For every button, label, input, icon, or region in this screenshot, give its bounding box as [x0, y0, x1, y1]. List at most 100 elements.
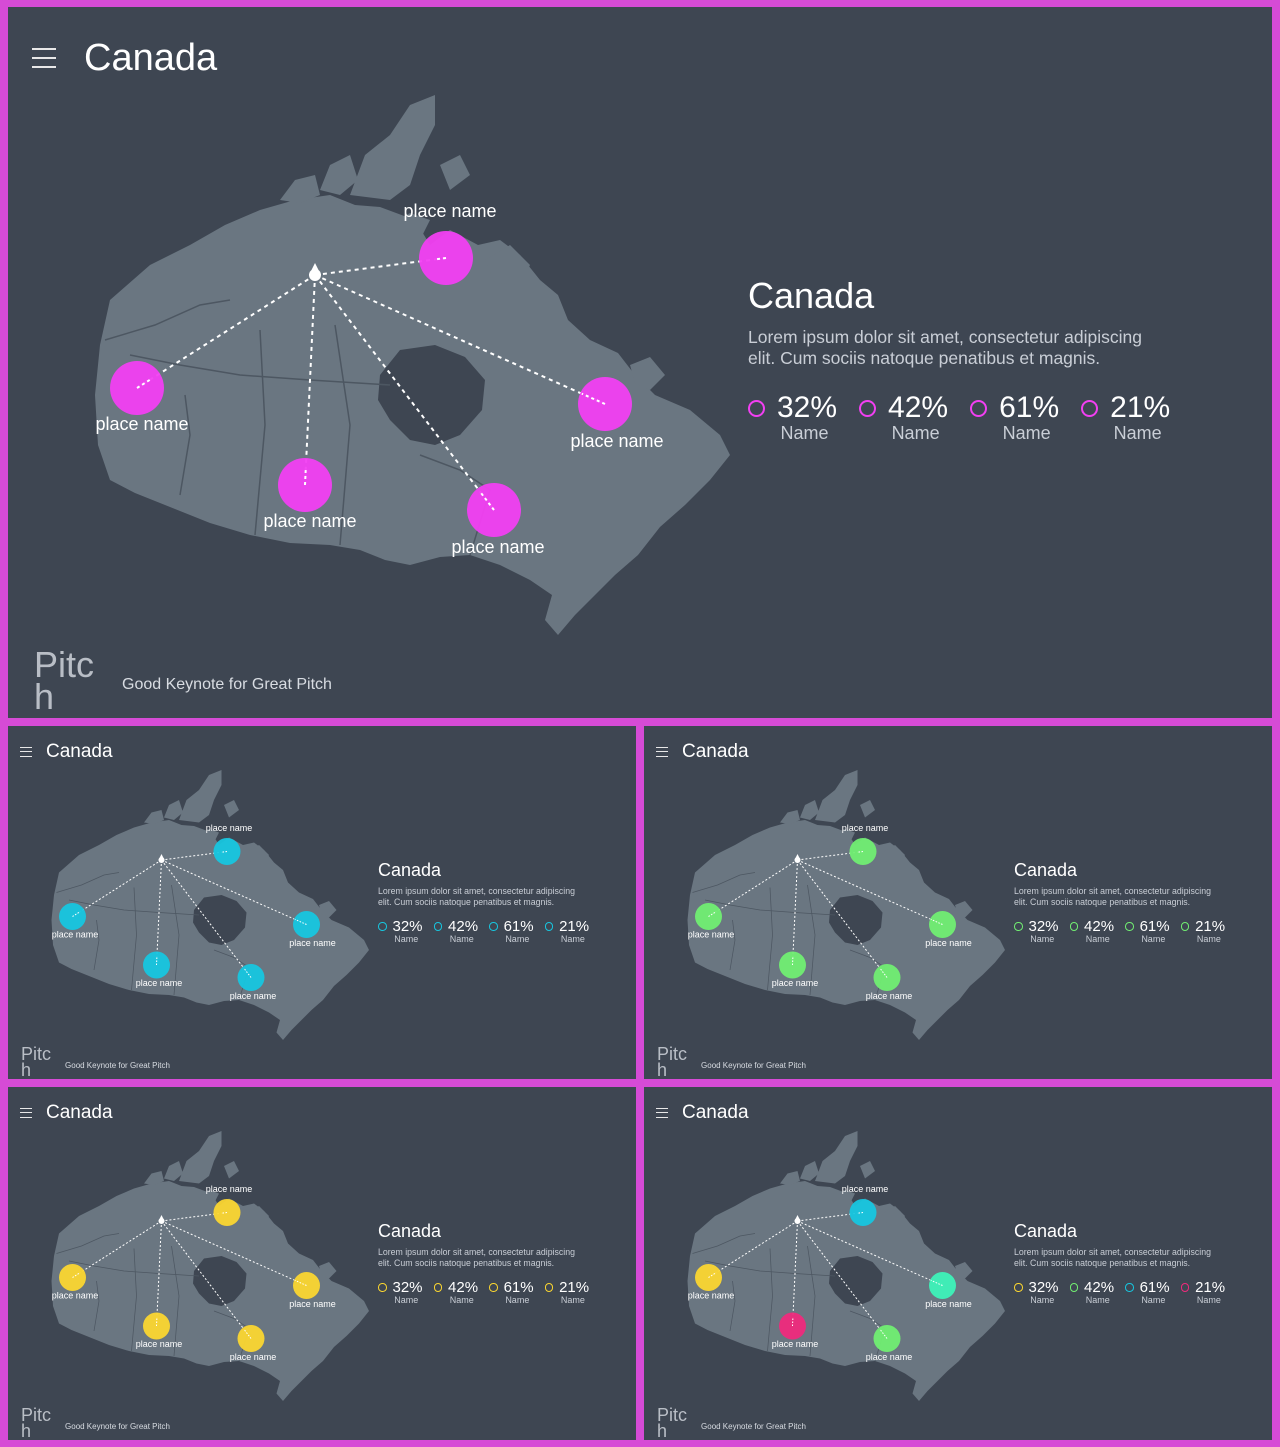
stat-value-row: 61%	[1125, 1279, 1170, 1296]
arctic-island	[860, 1161, 875, 1179]
province-border	[56, 872, 120, 893]
arctic-island	[815, 770, 858, 823]
stat-item: 32% Name	[748, 391, 837, 444]
slide-footer: Pitc h Good Keynote for Great Pitch	[21, 1045, 170, 1079]
arctic-island	[224, 800, 239, 818]
place-label: place name	[772, 1339, 819, 1349]
connector-line-inner	[72, 1272, 80, 1278]
stat-name: Name	[1002, 423, 1051, 443]
place-label: place name	[52, 1291, 99, 1301]
stat-value-row: 61%	[970, 391, 1059, 425]
stat-ring-icon	[544, 922, 554, 931]
place-label: place name	[263, 511, 356, 531]
info-description-line-1: Lorem ipsum dolor sit amet, consectetur …	[748, 327, 1142, 347]
connector-line-inner	[879, 1328, 888, 1339]
info-panel: Canada Lorem ipsum dolor sit amet, consec…	[1014, 860, 1225, 944]
slide-title: Canada	[46, 740, 113, 762]
slide-3: Canada place name place name place name plac…	[644, 726, 1272, 1079]
hub-pin-tip	[309, 263, 321, 275]
arctic-island	[485, 245, 530, 285]
canada-map: place name place name place name place name…	[95, 95, 730, 635]
stat-name: Name	[394, 934, 419, 944]
stats-row: 32% Name 42% Name 61% Name 21% Name	[1014, 1279, 1225, 1305]
stat-value-row: 42%	[1069, 1279, 1114, 1296]
connector-line	[797, 859, 943, 925]
tagline: Good Keynote for Great Pitch	[65, 1060, 170, 1070]
brand-line-1: Pitc	[21, 1405, 52, 1425]
place-label: place name	[925, 1299, 972, 1309]
place-label: place name	[866, 1352, 913, 1362]
stats-row: 32% Name 42% Name 61% Name 21% Name	[748, 391, 1170, 444]
connector-line	[72, 859, 162, 917]
connector-line-inner	[294, 918, 307, 925]
connector-line-inner	[879, 967, 888, 978]
slide-1: Canada place name place name place name plac…	[8, 7, 1272, 718]
arctic-island	[199, 1190, 219, 1206]
stat-ring-icon	[378, 1283, 387, 1292]
province-border	[254, 329, 266, 536]
place-label: place name	[289, 1299, 336, 1309]
stat-value: 32%	[392, 918, 423, 935]
brand-line-2: h	[657, 1420, 668, 1440]
arctic-island	[320, 155, 358, 195]
stat-value-row: 32%	[1014, 918, 1059, 935]
menu-icon[interactable]	[20, 746, 32, 757]
arctic-island	[440, 155, 470, 190]
hub-pin-tip	[794, 854, 801, 860]
hub-pin-tip	[158, 1215, 165, 1221]
stat-ring-icon	[1125, 1283, 1134, 1292]
info-description-line-2: elit. Cum sociis natoque penatibus et ma…	[378, 896, 555, 907]
place-label: place name	[842, 1184, 889, 1194]
menu-icon[interactable]	[656, 1107, 668, 1118]
place-label: place name	[403, 201, 496, 221]
place-label: place name	[230, 991, 277, 1001]
menu-icon[interactable]	[32, 47, 56, 69]
connector-line	[156, 1220, 162, 1327]
stat-name: Name	[449, 1295, 474, 1305]
brand-logo: Pitc h	[21, 1405, 52, 1440]
menu-icon[interactable]	[20, 1107, 32, 1118]
stat-value: 61%	[503, 918, 534, 935]
stat-ring-icon	[489, 1283, 498, 1292]
connector-line	[161, 1212, 228, 1222]
stat-value: 61%	[1139, 918, 1170, 935]
stat-name: Name	[505, 934, 530, 944]
stat-value-row: 21%	[544, 918, 589, 935]
stat-value: 21%	[1195, 918, 1226, 935]
connector-line	[161, 851, 228, 861]
info-title: Canada	[1014, 860, 1078, 880]
brand-logo: Pitc h	[657, 1406, 687, 1440]
connector-line-inner	[857, 1212, 864, 1214]
stat-value-row: 61%	[1125, 918, 1170, 935]
slide-title: Canada	[682, 740, 749, 762]
connector-line	[797, 1212, 864, 1222]
stat-item: 42% Name	[859, 391, 948, 444]
stat-ring-icon	[1014, 1283, 1023, 1292]
slide-footer: Pitc h Good Keynote for Great Pitch	[34, 647, 332, 714]
stat-item: 21% Name	[1081, 391, 1170, 444]
stat-ring-icon	[859, 399, 877, 417]
stat-value-row: 61%	[489, 1279, 534, 1296]
stat-ring-icon	[1081, 399, 1099, 417]
brand-line-1: Pitc	[657, 1044, 688, 1064]
brand-line-2: h	[657, 1059, 668, 1079]
arctic-island	[246, 845, 269, 865]
connector-line-inner	[435, 257, 447, 261]
connector-line	[161, 859, 252, 978]
stat-item: 61% Name	[1125, 918, 1170, 944]
arctic-island	[815, 1131, 858, 1184]
province-border	[692, 872, 756, 893]
menu-icon[interactable]	[656, 746, 668, 757]
stats-row: 32% Name 42% Name 61% Name 21% Name	[1014, 918, 1225, 944]
canada-map: place name place name place name place name…	[687, 1131, 1005, 1401]
connector-line	[314, 274, 606, 405]
stat-value: 32%	[1028, 918, 1059, 935]
tagline: Good Keynote for Great Pitch	[701, 1421, 806, 1431]
hudson-bay	[193, 895, 247, 945]
stat-item: 32% Name	[1014, 918, 1059, 944]
stat-value-row: 21%	[1180, 918, 1226, 935]
arctic-island	[179, 1131, 222, 1184]
stats-row: 32% Name 42% Name 61% Name 21% Name	[378, 918, 589, 944]
arctic-island	[280, 175, 320, 203]
connector-line	[161, 1220, 252, 1339]
